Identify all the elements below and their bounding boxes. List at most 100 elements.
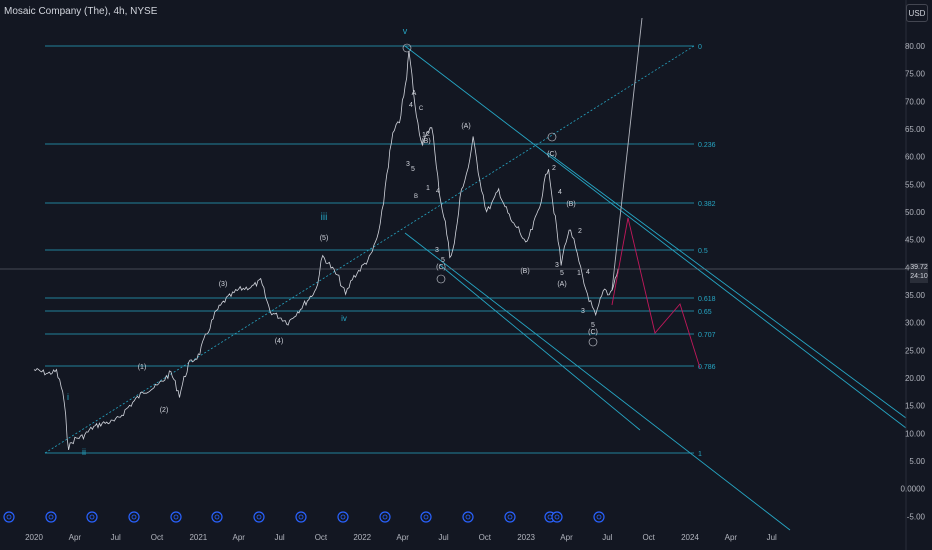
wave-label: (C) — [547, 151, 557, 158]
x-tick-label: 2023 — [517, 533, 535, 542]
wave-label: (C) — [588, 329, 598, 336]
wave-label: 1 — [426, 185, 430, 192]
y-tick-label: 35.00 — [905, 291, 926, 300]
y-tick-label: 0.0000 — [901, 485, 926, 494]
event-marker-icon — [45, 511, 57, 523]
time-axis[interactable]: 2020 Apr Jul Oct 2021 Apr Jul Oct 2022 Apr Jul Oct 2… — [25, 533, 777, 542]
wave-label: 3 — [406, 161, 410, 168]
fib-level-label: 0.786 — [698, 364, 716, 371]
event-marker-icon — [379, 511, 391, 523]
y-tick-label: 15.00 — [905, 402, 926, 411]
x-tick-label: Apr — [396, 533, 409, 542]
x-tick-label: Apr — [725, 533, 738, 542]
x-tick-label: Oct — [642, 533, 655, 542]
event-marker-dot — [214, 514, 220, 520]
event-marker-dot — [89, 514, 95, 520]
y-tick-label: 25.00 — [905, 346, 926, 355]
event-marker-icon — [3, 511, 15, 523]
channel-line — [404, 45, 907, 429]
event-marker-icon — [337, 511, 349, 523]
event-marker-dot — [382, 514, 388, 520]
fib-level-label: 0.382 — [698, 201, 716, 208]
y-tick-label: 45.00 — [905, 236, 926, 245]
event-marker-dot — [256, 514, 262, 520]
channel-line — [404, 232, 791, 531]
price-path — [33, 50, 619, 450]
x-tick-label: Apr — [233, 533, 246, 542]
y-tick-label: 10.00 — [905, 429, 926, 438]
wave-label: 5 — [441, 257, 445, 264]
wave-label: (B) — [566, 201, 575, 208]
wave-label: 4 — [409, 102, 413, 109]
wave-label: 1 — [422, 132, 426, 139]
event-marker-icon — [253, 511, 265, 523]
event-marker-icon — [86, 511, 98, 523]
wave-label: v — [403, 26, 408, 36]
event-marker-dot — [465, 514, 471, 520]
event-marker-dot — [596, 514, 602, 520]
fib-level-label: 0.65 — [698, 309, 712, 316]
wave-label: 3 — [435, 247, 439, 254]
y-tick-label: -5.00 — [907, 512, 926, 521]
event-marker-dot — [298, 514, 304, 520]
wave-label: A — [412, 90, 417, 97]
wave-label: (B) — [520, 268, 529, 275]
event-marker-icon — [593, 511, 605, 523]
event-marker-icon — [211, 511, 223, 523]
wave-label: iv — [341, 314, 347, 323]
y-tick-label: 55.00 — [905, 180, 926, 189]
fib-level-label: 0.5 — [698, 248, 708, 255]
wave-label: (B) — [421, 138, 430, 145]
chart-title: Mosaic Company (The), 4h, NYSE — [4, 6, 158, 17]
y-tick-label: 5.00 — [909, 457, 925, 466]
wave-circle-marker — [402, 43, 412, 53]
x-tick-label: Oct — [315, 533, 328, 542]
x-tick-label: Apr — [560, 533, 573, 542]
event-marker-dot — [48, 514, 54, 520]
y-tick-label: 60.00 — [905, 153, 926, 162]
event-marker-icon — [504, 511, 516, 523]
x-tick-label: 2021 — [189, 533, 207, 542]
event-marker-icon — [170, 511, 182, 523]
wave-label: iii — [321, 212, 328, 223]
wave-label: (2) — [160, 407, 169, 414]
fib-level-label: 0 — [698, 44, 702, 51]
event-marker-dot — [6, 514, 12, 520]
y-tick-label: 70.00 — [905, 97, 926, 106]
wave-label: ii — [82, 447, 86, 457]
fibonacci-retracement: 0 0.236 0.382 0.5 0.618 0.65 0.707 0.786 1 — [44, 44, 716, 458]
x-tick-label: Jul — [767, 533, 777, 542]
wave-circle-marker — [436, 274, 446, 284]
event-marker-dot — [507, 514, 513, 520]
wave-label: 2 — [426, 131, 430, 138]
event-marker-dot — [340, 514, 346, 520]
currency-button[interactable]: USD — [906, 4, 928, 22]
wave-label: B — [414, 194, 418, 200]
y-tick-label: 50.00 — [905, 208, 926, 217]
wave-label: (3) — [219, 281, 228, 288]
wave-label: i — [67, 392, 69, 402]
last-price-tag: 39.72 24:10 — [910, 263, 928, 283]
wave-label: 3 — [581, 308, 585, 315]
wave-label: (A) — [461, 123, 470, 130]
wave-label: (4) — [275, 338, 284, 345]
last-price: 39.72 — [910, 264, 928, 271]
wave-label: 2 — [552, 165, 556, 172]
event-marker-icon — [295, 511, 307, 523]
countdown: 24:10 — [910, 273, 928, 280]
wave-label: 4 — [436, 188, 440, 195]
x-tick-label: Jul — [602, 533, 612, 542]
event-marker-icon — [420, 511, 432, 523]
x-tick-label: Jul — [438, 533, 448, 542]
wave-label: (C) — [436, 264, 446, 271]
x-tick-label: 2020 — [25, 533, 43, 542]
event-marker-dot — [554, 514, 560, 520]
wave-label: (5) — [320, 235, 329, 242]
wave-label: 4 — [586, 269, 590, 276]
wave-label: 3 — [555, 262, 559, 269]
projection-path-line — [611, 217, 701, 369]
x-tick-label: Jul — [111, 533, 121, 542]
y-tick-label: 20.00 — [905, 374, 926, 383]
x-tick-label: Jul — [274, 533, 284, 542]
